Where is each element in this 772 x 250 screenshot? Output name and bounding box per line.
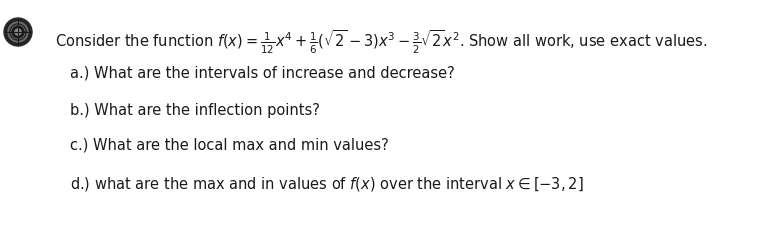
Circle shape — [8, 23, 28, 43]
Text: a.) What are the intervals of increase and decrease?: a.) What are the intervals of increase a… — [70, 66, 455, 81]
Circle shape — [12, 27, 24, 39]
Text: c.) What are the local max and min values?: c.) What are the local max and min value… — [70, 138, 389, 152]
Text: Consider the function $f(x) = \frac{1}{12}x^4 + \frac{1}{6}(\sqrt{2}-3)x^3 - \fr: Consider the function $f(x) = \frac{1}{1… — [55, 29, 707, 56]
Circle shape — [4, 19, 32, 47]
Circle shape — [15, 30, 21, 36]
Text: d.) what are the max and in values of $f(x)$ over the interval $x \in [-3, 2]$: d.) what are the max and in values of $f… — [70, 174, 584, 192]
Text: b.) What are the inflection points?: b.) What are the inflection points? — [70, 102, 320, 118]
